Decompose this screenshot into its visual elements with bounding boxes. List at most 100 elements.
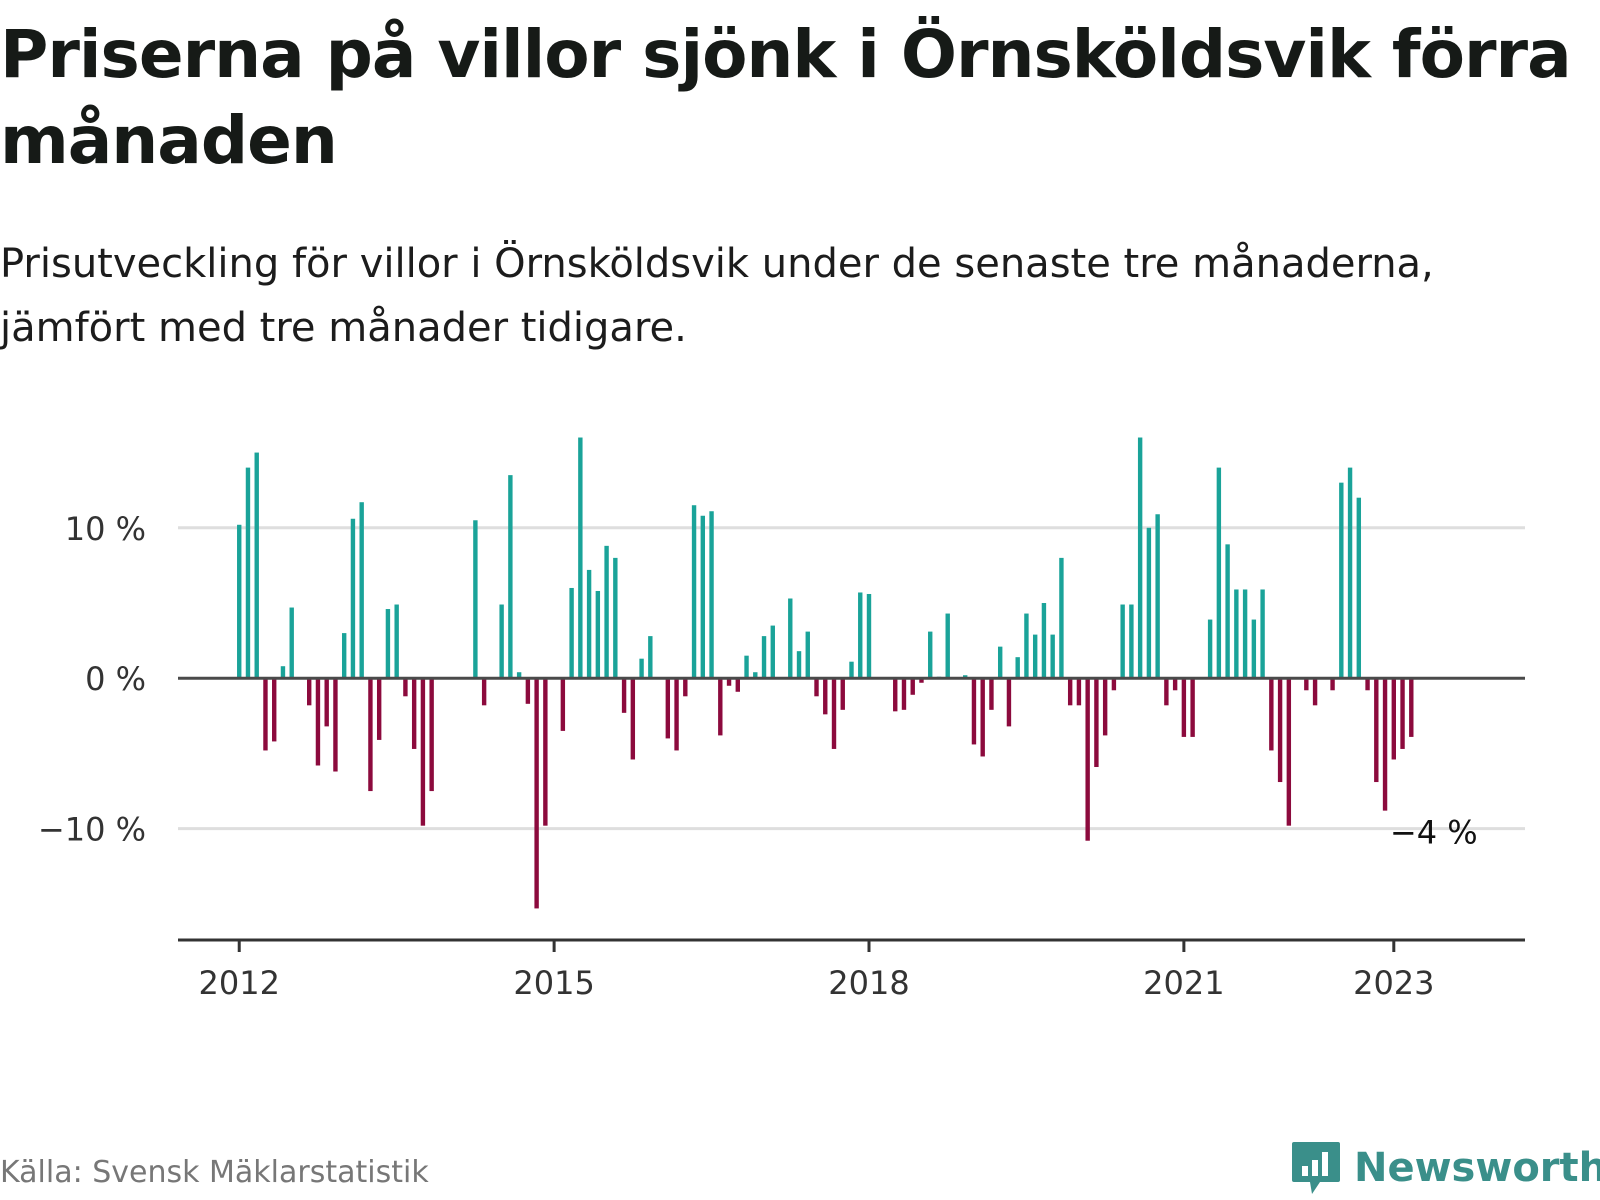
bar xyxy=(1391,678,1396,760)
bar xyxy=(840,678,845,710)
bar xyxy=(473,520,478,679)
x-tick-label: 2023 xyxy=(1353,964,1434,1002)
bar xyxy=(586,569,592,679)
newsworthy-logo-icon xyxy=(1292,1142,1340,1194)
bar xyxy=(289,607,294,679)
bar xyxy=(1286,678,1292,826)
bar xyxy=(237,524,242,679)
bar xyxy=(1155,514,1160,679)
bar xyxy=(1076,678,1082,706)
bar xyxy=(481,678,487,706)
bar xyxy=(569,587,574,679)
bar xyxy=(849,661,854,679)
annotations: −4 % xyxy=(1390,813,1478,851)
bar xyxy=(1234,589,1239,679)
bar xyxy=(1129,604,1134,679)
x-axis: 2012 2015 2018 2021 2023 xyxy=(178,676,1525,1002)
bar xyxy=(613,557,618,679)
bar xyxy=(901,678,907,710)
x-tick-label: 2018 xyxy=(828,964,909,1002)
bar xyxy=(691,505,697,679)
bar xyxy=(525,678,531,704)
bar xyxy=(753,672,758,679)
bar xyxy=(893,678,898,712)
bar xyxy=(665,678,671,739)
bar xyxy=(621,678,627,713)
x-tick-label: 2021 xyxy=(1143,964,1224,1002)
bar xyxy=(1137,437,1143,679)
bar xyxy=(333,678,338,772)
bar xyxy=(1312,678,1318,706)
bar xyxy=(543,678,548,826)
bar xyxy=(1330,678,1335,691)
bar xyxy=(648,636,653,679)
bar xyxy=(499,604,504,679)
bar xyxy=(630,678,636,760)
bar xyxy=(1164,678,1169,706)
bar xyxy=(595,590,601,679)
bar xyxy=(1304,678,1309,691)
bar xyxy=(359,502,364,679)
bar xyxy=(700,515,706,679)
bar xyxy=(1400,678,1405,749)
bar xyxy=(1225,544,1230,679)
bar xyxy=(1251,619,1257,679)
bar xyxy=(560,678,566,731)
bar xyxy=(683,678,688,697)
bar xyxy=(385,609,391,679)
source-credit: Källa: Svensk Mäklarstatistik xyxy=(0,1155,429,1190)
bar xyxy=(604,545,609,679)
bar xyxy=(1041,603,1047,679)
bar xyxy=(674,678,679,751)
bar xyxy=(639,658,644,679)
bar xyxy=(1269,678,1274,751)
x-tick-label: 2012 xyxy=(199,964,280,1002)
bars xyxy=(237,437,1414,909)
bar xyxy=(1111,678,1117,691)
bar xyxy=(1356,497,1362,679)
bar xyxy=(1024,613,1029,679)
bar xyxy=(1146,527,1152,679)
bar xyxy=(324,678,329,727)
bar xyxy=(420,678,426,826)
bar xyxy=(963,675,968,679)
bar xyxy=(910,678,915,695)
bar xyxy=(928,631,933,679)
bar xyxy=(1067,678,1073,706)
bar xyxy=(411,678,417,749)
bar xyxy=(726,678,732,686)
bar xyxy=(1059,557,1064,679)
y-tick-label: −10 % xyxy=(38,811,146,849)
bar xyxy=(796,651,802,679)
bar xyxy=(735,678,740,692)
chart-subtitle: Prisutveckling för villor i Örnsköldsvik… xyxy=(0,241,1434,351)
bar xyxy=(368,678,373,792)
bar xyxy=(761,636,767,679)
bar xyxy=(971,678,977,745)
bar xyxy=(1032,634,1038,679)
bar xyxy=(280,666,286,679)
bar xyxy=(1085,678,1090,841)
bar xyxy=(1374,678,1379,783)
bar xyxy=(1006,678,1012,727)
bar xyxy=(709,511,714,679)
latest-value-label: −4 % xyxy=(1390,813,1478,851)
bar xyxy=(1094,678,1099,768)
bar xyxy=(516,672,522,679)
bar xyxy=(805,631,810,679)
bar xyxy=(1207,619,1213,679)
brand-logo: Newsworthy xyxy=(1290,1140,1600,1196)
bar xyxy=(1181,678,1187,737)
bar xyxy=(919,678,924,683)
bar xyxy=(858,592,863,679)
bar-chart: 10 % 0 % −10 % 2012 2015 2018 2021 2023 −4 % xyxy=(38,437,1525,1002)
bar xyxy=(718,678,723,736)
bar xyxy=(578,437,583,679)
bar xyxy=(823,678,828,715)
bar xyxy=(814,678,819,697)
bar xyxy=(315,678,321,766)
bar xyxy=(341,633,347,679)
bar xyxy=(272,678,277,742)
bar xyxy=(263,678,268,751)
brand-name: Newsworthy xyxy=(1354,1145,1600,1191)
